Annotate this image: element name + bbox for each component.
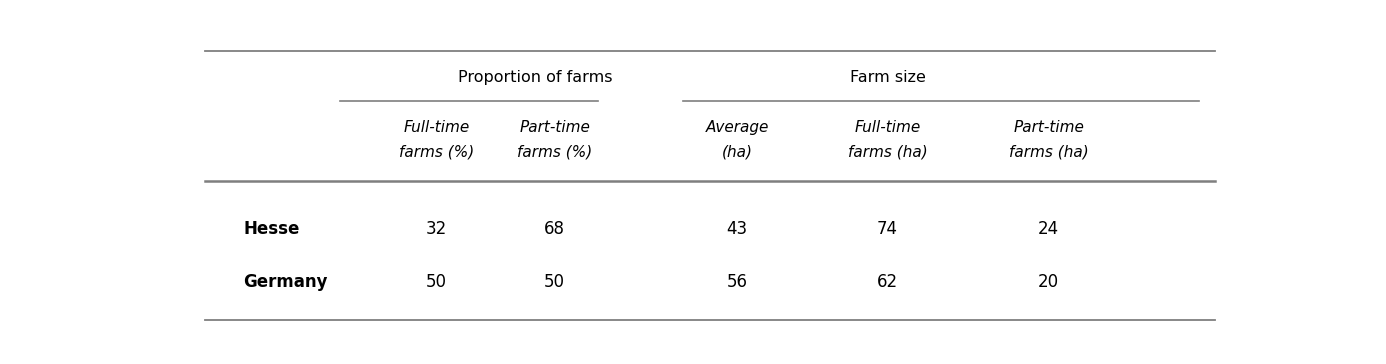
Text: farms (ha): farms (ha) xyxy=(848,144,927,159)
Text: Average: Average xyxy=(705,120,769,135)
Text: Part-time: Part-time xyxy=(520,120,590,135)
Text: farms (ha): farms (ha) xyxy=(1009,144,1088,159)
Text: 68: 68 xyxy=(545,219,565,238)
Text: 20: 20 xyxy=(1038,273,1059,291)
Text: Full-time: Full-time xyxy=(854,120,920,135)
Text: 50: 50 xyxy=(426,273,446,291)
Text: Germany: Germany xyxy=(243,273,327,291)
Text: Hesse: Hesse xyxy=(243,219,299,238)
Text: Proportion of farms: Proportion of farms xyxy=(457,70,613,85)
Text: Part-time: Part-time xyxy=(1013,120,1084,135)
Text: 24: 24 xyxy=(1038,219,1059,238)
Text: 56: 56 xyxy=(726,273,747,291)
Text: 50: 50 xyxy=(545,273,565,291)
Text: (ha): (ha) xyxy=(722,144,753,159)
Text: 32: 32 xyxy=(426,219,448,238)
Text: Farm size: Farm size xyxy=(850,70,926,85)
Text: farms (%): farms (%) xyxy=(517,144,592,159)
Text: 43: 43 xyxy=(726,219,747,238)
Text: 74: 74 xyxy=(877,219,898,238)
Text: Full-time: Full-time xyxy=(403,120,470,135)
Text: 62: 62 xyxy=(877,273,898,291)
Text: farms (%): farms (%) xyxy=(399,144,474,159)
